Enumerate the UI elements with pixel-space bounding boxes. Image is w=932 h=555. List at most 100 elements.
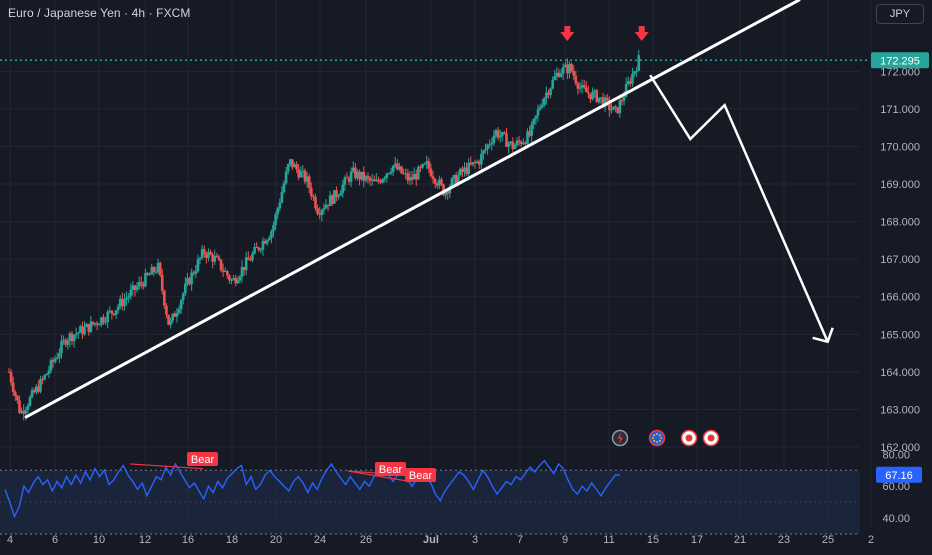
candle-body: [163, 290, 166, 306]
candle-body: [58, 353, 61, 358]
projection-path[interactable]: [649, 74, 829, 343]
candle: [354, 162, 357, 181]
bear-label[interactable]: Bear: [187, 452, 218, 466]
candle-body: [389, 171, 393, 174]
time-axis[interactable]: 4 6 10 12 16 18 20 24 26 Jul 3 7 9 11 15 17 21 23 25 2: [7, 534, 874, 546]
eu-flag-event-icon-star: [660, 437, 662, 439]
candle: [530, 121, 533, 143]
candle: [194, 264, 198, 279]
candle-body: [221, 270, 225, 272]
grid: [0, 0, 872, 526]
candle-body: [492, 135, 496, 143]
candle-body: [74, 333, 78, 335]
candle: [116, 303, 120, 314]
candle: [286, 163, 290, 175]
drawings[interactable]: [0, 0, 870, 419]
candle: [16, 395, 19, 404]
candle: [236, 276, 240, 284]
candle: [589, 93, 592, 104]
candle-body: [330, 195, 334, 204]
candle-body: [244, 257, 248, 271]
candle-body: [274, 214, 277, 226]
candle-body: [450, 178, 454, 188]
candle-body: [335, 190, 338, 198]
candle: [574, 70, 578, 86]
eu-flag-event-icon[interactable]: [648, 429, 666, 447]
candle-body: [379, 181, 382, 183]
candle-body: [196, 259, 200, 272]
candle: [303, 168, 307, 185]
lightning-event-icon[interactable]: [611, 429, 629, 447]
trendline[interactable]: [24, 0, 801, 419]
candle: [205, 251, 208, 264]
candle: [312, 193, 315, 201]
candle: [471, 161, 475, 167]
candle: [255, 242, 259, 249]
current-price-badge[interactable]: [871, 52, 929, 69]
price-axis[interactable]: 172.000 171.000 170.000 169.000 168.000 167.0…: [871, 52, 929, 525]
bear-label[interactable]: Bear: [375, 462, 406, 476]
event-icons[interactable]: [611, 429, 720, 447]
candle-body: [624, 83, 628, 97]
candle-body: [316, 208, 319, 214]
time-tick-label: 11: [603, 534, 614, 546]
candle-body: [467, 162, 471, 175]
candle: [400, 165, 403, 175]
candle-body: [236, 280, 240, 284]
candle: [190, 268, 193, 291]
candle-body: [591, 91, 594, 100]
bear-label[interactable]: Bear: [405, 468, 436, 482]
candle-body: [251, 253, 254, 261]
candle: [519, 140, 523, 147]
candle: [165, 303, 168, 319]
currency-button[interactable]: JPY: [876, 4, 924, 24]
candle-body: [156, 262, 160, 272]
time-tick-label: 25: [822, 534, 834, 546]
candle-body: [213, 255, 217, 262]
candle: [307, 173, 311, 194]
candle-body: [72, 334, 76, 342]
candle-body: [192, 272, 196, 274]
candle: [100, 316, 103, 328]
candle-body: [612, 106, 615, 110]
candle: [490, 137, 494, 151]
candle-body: [566, 64, 569, 74]
candle-body: [288, 159, 292, 165]
candle-body: [584, 87, 588, 93]
bear-label-text: Bear: [191, 454, 215, 466]
candle-body: [494, 130, 498, 136]
candle: [211, 252, 214, 269]
candle: [391, 165, 395, 176]
candle-body: [501, 132, 504, 136]
candle-body: [39, 378, 42, 392]
price-tick-label: 164.000: [880, 367, 920, 379]
lightning-event-icon-bolt: [617, 432, 623, 444]
candle: [55, 352, 59, 360]
candle: [251, 251, 254, 263]
current-price-label: 172.295: [880, 55, 920, 67]
candle-body: [154, 271, 158, 273]
candle: [595, 88, 599, 104]
bear-label-text: Bear: [379, 464, 403, 476]
rsi-value-badge[interactable]: [876, 466, 922, 483]
candle-body: [480, 153, 483, 165]
candle: [72, 334, 76, 348]
candle: [108, 306, 112, 314]
candle-body: [574, 75, 578, 84]
japan-flag-event-icon[interactable]: [702, 429, 720, 447]
candle-body: [125, 297, 128, 300]
japan-flag-event-icon[interactable]: [680, 429, 698, 447]
candle: [324, 199, 328, 210]
symbol-title[interactable]: Euro / Japanese Yen · 4h · FXCM: [8, 6, 191, 20]
candle: [423, 162, 426, 165]
candle-body: [589, 93, 592, 100]
candle: [34, 384, 38, 395]
candle-body: [366, 176, 370, 178]
candle: [593, 88, 596, 98]
candle-body: [396, 163, 399, 170]
candle: [32, 387, 36, 394]
candle-body: [563, 64, 567, 68]
candle-body: [49, 360, 53, 371]
